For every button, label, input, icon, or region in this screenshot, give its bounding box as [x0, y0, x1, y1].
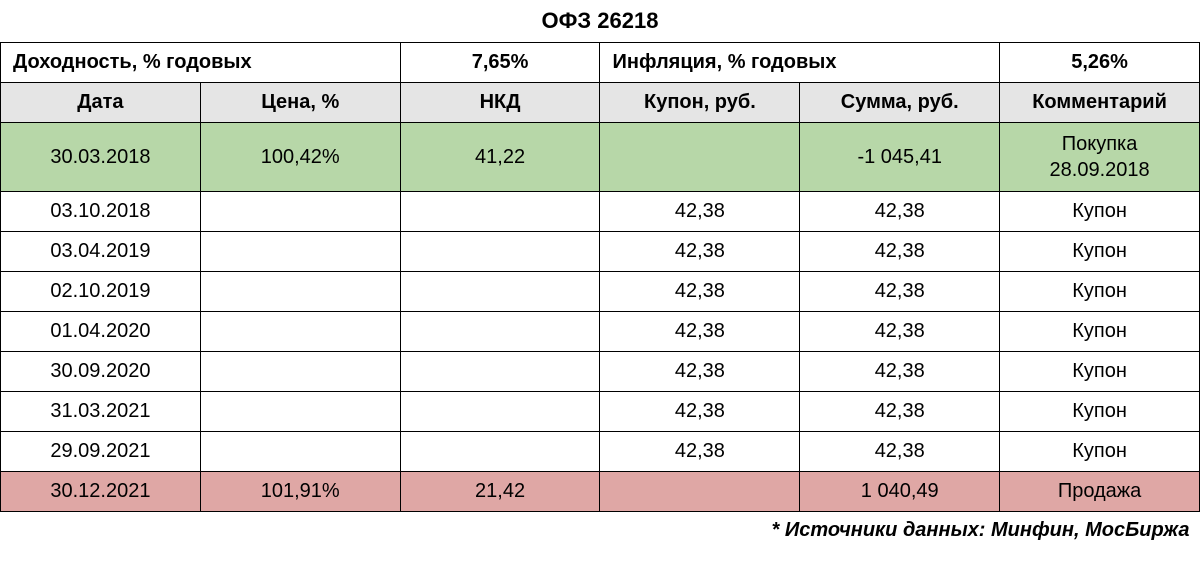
yield-label: Доходность, % годовых [1, 43, 401, 83]
cell-date: 30.09.2020 [1, 352, 201, 392]
cell-date: 30.03.2018 [1, 123, 201, 192]
cell-comment: Купон [1000, 392, 1200, 432]
cell-comment: Купон [1000, 352, 1200, 392]
cell-coupon: 42,38 [600, 352, 800, 392]
cell-price: 100,42% [200, 123, 400, 192]
cell-sum: 1 040,49 [800, 472, 1000, 512]
table-row: 03.10.201842,3842,38Купон [1, 192, 1200, 232]
cell-price [200, 432, 400, 472]
col-coupon: Купон, руб. [600, 83, 800, 123]
cell-coupon: 42,38 [600, 232, 800, 272]
table-row: 30.09.202042,3842,38Купон [1, 352, 1200, 392]
cell-coupon [600, 472, 800, 512]
table-footer: * Источники данных: Минфин, МосБиржа [1, 512, 1200, 552]
cell-nkd: 21,42 [400, 472, 600, 512]
cell-date: 01.04.2020 [1, 312, 201, 352]
cell-sum: 42,38 [800, 432, 1000, 472]
cell-sum: 42,38 [800, 192, 1000, 232]
cell-comment: Купон [1000, 192, 1200, 232]
cell-sum: 42,38 [800, 312, 1000, 352]
cell-sum: 42,38 [800, 272, 1000, 312]
cell-nkd [400, 312, 600, 352]
table-row: 31.03.202142,3842,38Купон [1, 392, 1200, 432]
cell-coupon: 42,38 [600, 192, 800, 232]
inflation-value: 5,26% [1000, 43, 1200, 83]
cell-nkd [400, 392, 600, 432]
cell-nkd [400, 192, 600, 232]
cell-comment: Купон [1000, 272, 1200, 312]
cell-comment: Купон [1000, 432, 1200, 472]
cell-date: 03.10.2018 [1, 192, 201, 232]
cell-price [200, 392, 400, 432]
cell-date: 02.10.2019 [1, 272, 201, 312]
cell-comment: Покупка28.09.2018 [1000, 123, 1200, 192]
cell-sum: -1 045,41 [800, 123, 1000, 192]
col-date: Дата [1, 83, 201, 123]
cell-coupon: 42,38 [600, 312, 800, 352]
cell-date: 31.03.2021 [1, 392, 201, 432]
cell-nkd [400, 272, 600, 312]
bond-table: ОФЗ 26218 Доходность, % годовых 7,65% Ин… [0, 0, 1200, 552]
cell-sum: 42,38 [800, 232, 1000, 272]
cell-price [200, 312, 400, 352]
table-row: 02.10.201942,3842,38Купон [1, 272, 1200, 312]
cell-comment: Продажа [1000, 472, 1200, 512]
cell-coupon: 42,38 [600, 432, 800, 472]
cell-price [200, 232, 400, 272]
cell-nkd [400, 432, 600, 472]
cell-date: 29.09.2021 [1, 432, 201, 472]
inflation-label: Инфляция, % годовых [600, 43, 1000, 83]
col-comment: Комментарий [1000, 83, 1200, 123]
cell-price [200, 192, 400, 232]
cell-nkd: 41,22 [400, 123, 600, 192]
cell-coupon [600, 123, 800, 192]
cell-sum: 42,38 [800, 352, 1000, 392]
cell-coupon: 42,38 [600, 272, 800, 312]
col-price: Цена, % [200, 83, 400, 123]
cell-nkd [400, 232, 600, 272]
cell-nkd [400, 352, 600, 392]
cell-sum: 42,38 [800, 392, 1000, 432]
table-row: 30.03.2018100,42%41,22 -1 045,41Покупка28… [1, 123, 1200, 192]
table-row: 29.09.202142,3842,38Купон [1, 432, 1200, 472]
cell-coupon: 42,38 [600, 392, 800, 432]
table-title: ОФЗ 26218 [1, 0, 1200, 43]
cell-date: 03.04.2019 [1, 232, 201, 272]
col-nkd: НКД [400, 83, 600, 123]
cell-comment: Купон [1000, 232, 1200, 272]
yield-value: 7,65% [400, 43, 600, 83]
col-sum: Сумма, руб. [800, 83, 1000, 123]
table-row: 03.04.201942,3842,38Купон [1, 232, 1200, 272]
cell-comment: Купон [1000, 312, 1200, 352]
cell-date: 30.12.2021 [1, 472, 201, 512]
cell-price: 101,91% [200, 472, 400, 512]
table-row: 30.12.2021101,91%21,42 1 040,49Продажа [1, 472, 1200, 512]
cell-price [200, 352, 400, 392]
table-row: 01.04.202042,3842,38Купон [1, 312, 1200, 352]
cell-price [200, 272, 400, 312]
